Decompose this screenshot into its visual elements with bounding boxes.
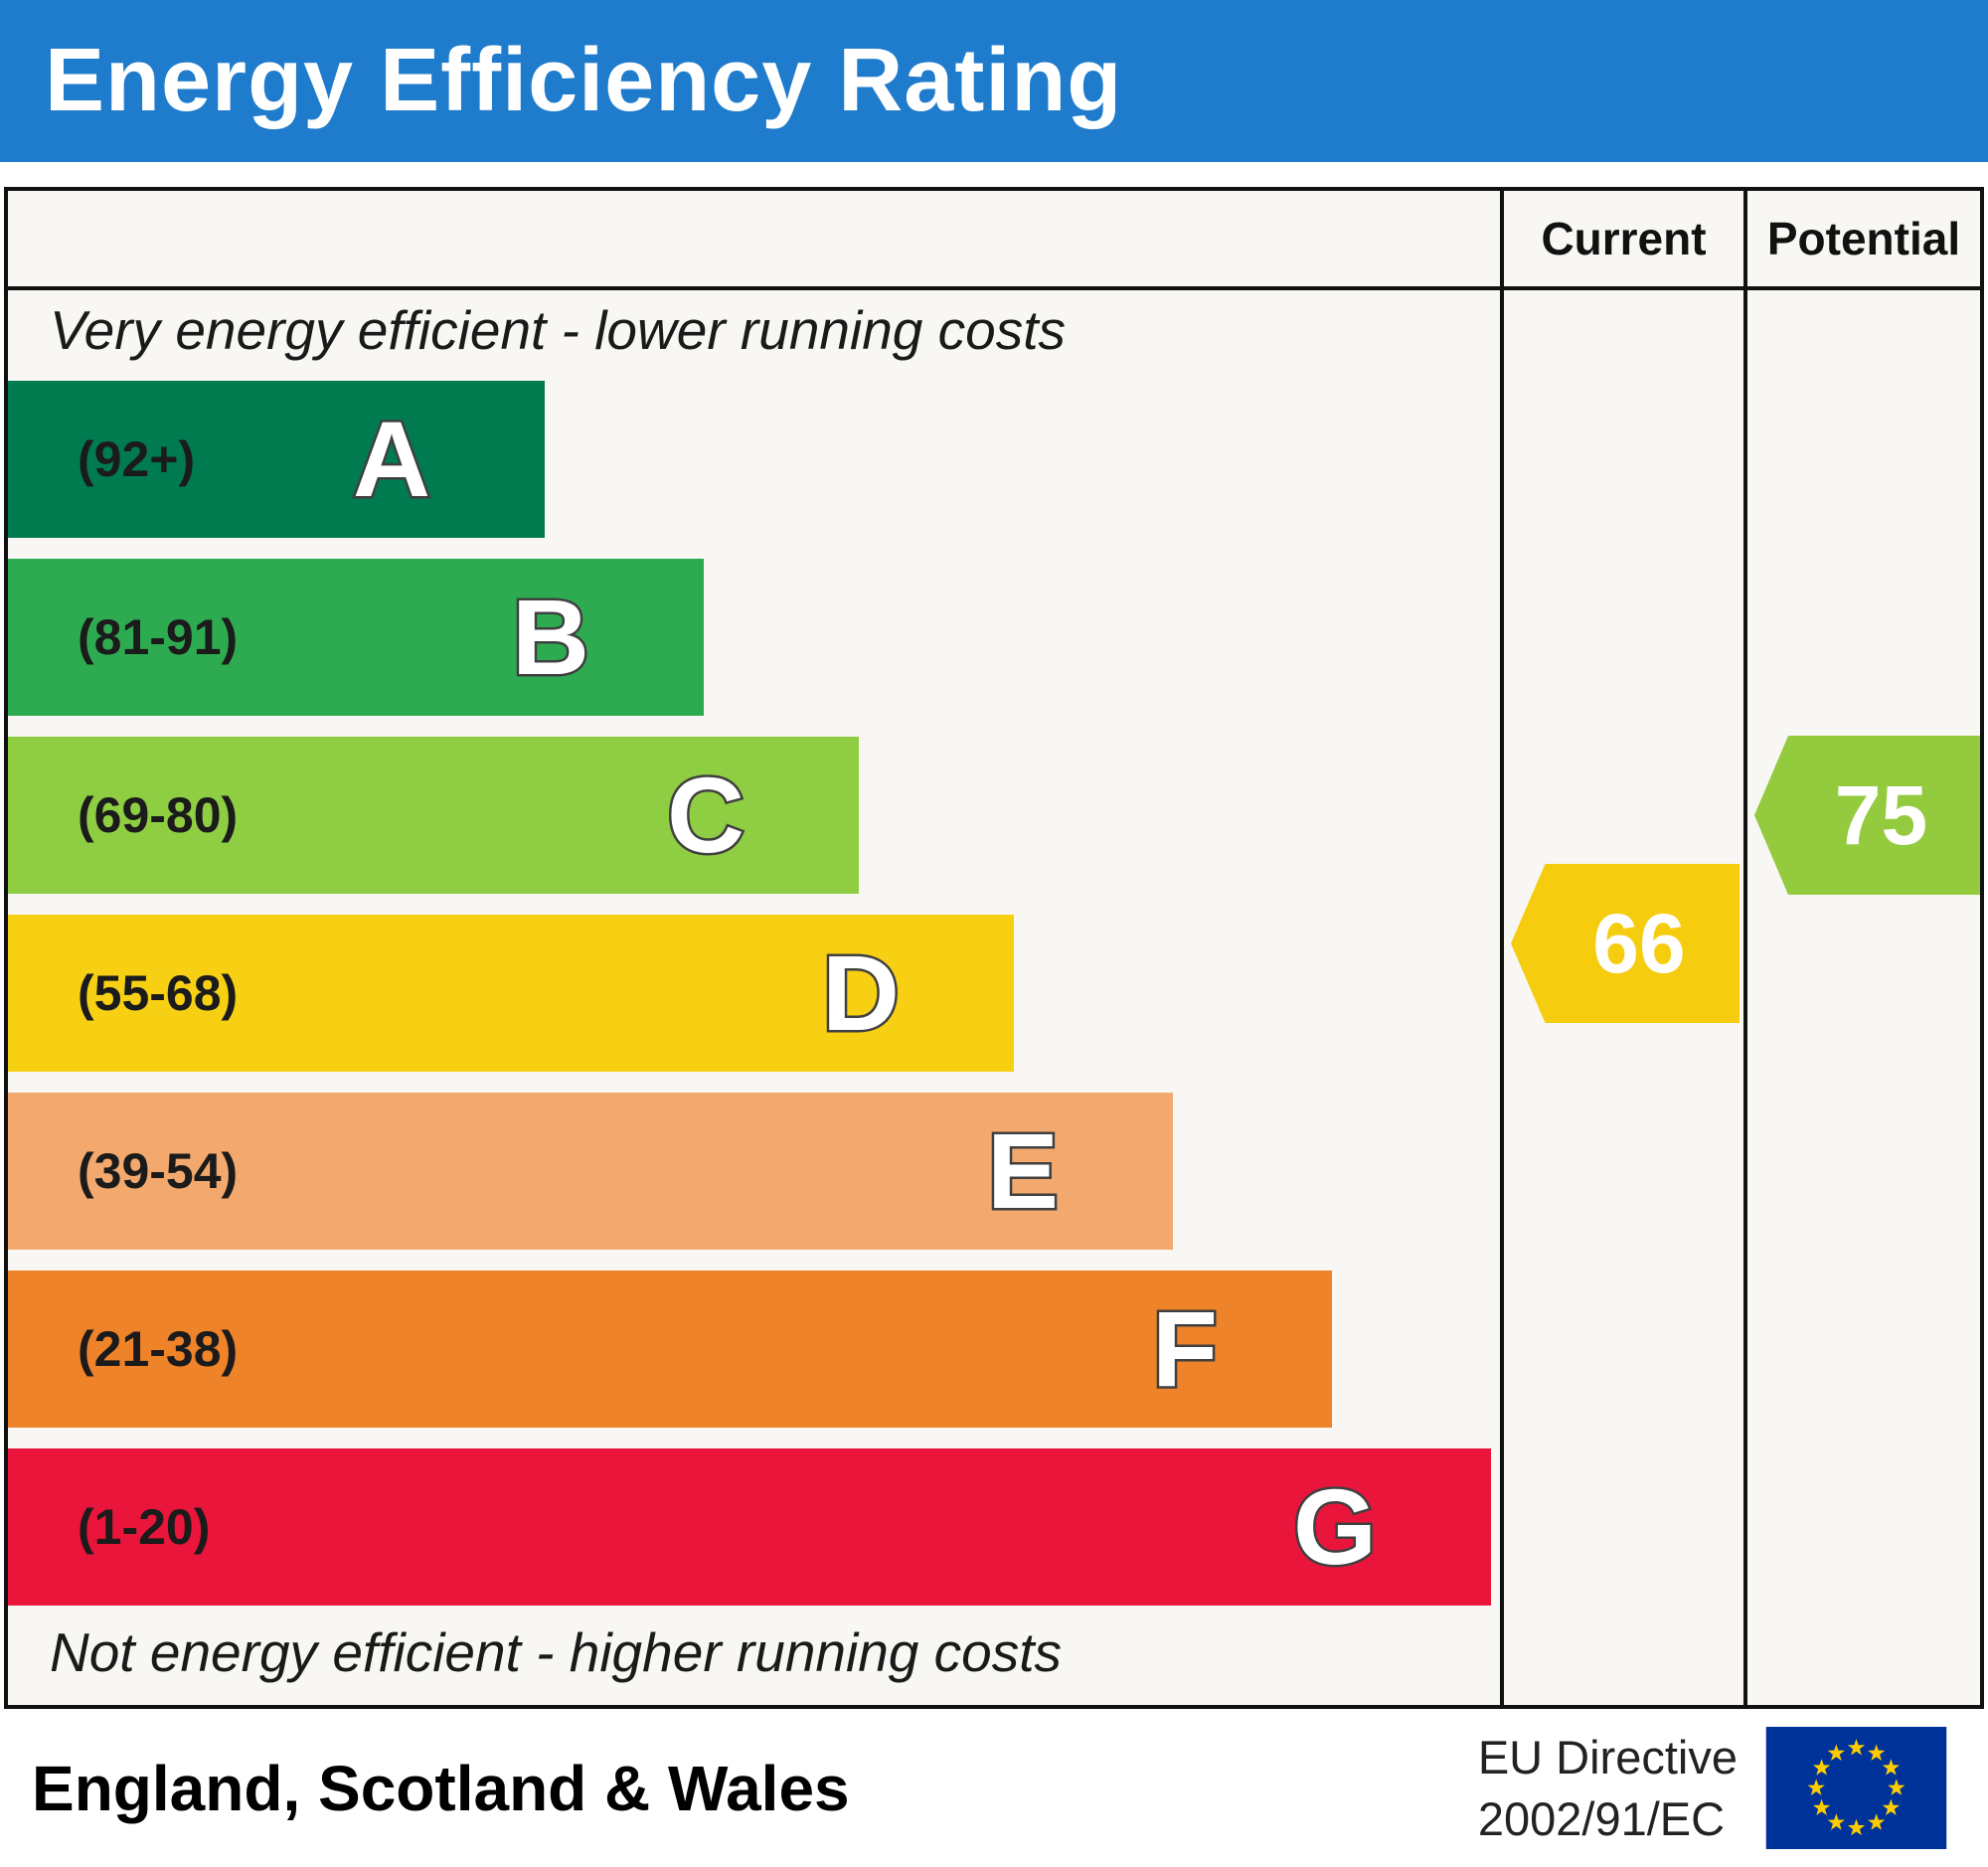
band-letter: G <box>1290 1466 1379 1587</box>
band-letter: D <box>820 933 903 1053</box>
header-divider-line <box>8 286 1980 290</box>
band-range-label: (1-20) <box>78 1499 211 1555</box>
band-letter: B <box>510 577 592 697</box>
bottom-note: Not energy efficient - higher running co… <box>50 1621 1063 1683</box>
region-label: England, Scotland & Wales <box>32 1752 850 1824</box>
band-letter: A <box>351 399 433 519</box>
eu-flag-icon <box>1765 1727 1947 1849</box>
band-range-label: (81-91) <box>78 609 239 665</box>
title-bar: Energy Efficiency Rating <box>0 0 1988 162</box>
potential-column-divider <box>1743 191 1747 1705</box>
page-title: Energy Efficiency Rating <box>45 31 1123 130</box>
band-range-label: (92+) <box>78 431 196 487</box>
current-rating-value: 66 <box>1592 896 1686 990</box>
band-letter: F <box>1150 1288 1221 1409</box>
band-letter: E <box>984 1110 1061 1231</box>
potential-rating-arrow: 75 <box>1754 736 1980 895</box>
current-rating-arrow: 66 <box>1511 864 1740 1023</box>
band-f: (21-38) F <box>8 1271 1332 1428</box>
band-a: (92+) A <box>8 381 545 538</box>
potential-rating-value: 75 <box>1834 767 1928 862</box>
rating-bands: (92+) A (81-91) B (69-80) C (55-68) D (39-54) E (2… <box>8 381 1500 1626</box>
top-note: Very energy efficient - lower running co… <box>50 299 1067 361</box>
band-range-label: (69-80) <box>78 787 239 843</box>
band-d: (55-68) D <box>8 915 1014 1072</box>
eu-directive-line2: 2002/91/EC <box>1477 1791 1726 1845</box>
band-g: (1-20) G <box>8 1448 1491 1606</box>
band-range-label: (21-38) <box>78 1321 239 1377</box>
band-letter: C <box>665 755 747 875</box>
band-range-label: (55-68) <box>78 965 239 1021</box>
current-column-divider <box>1500 191 1504 1705</box>
eu-directive-label: EU Directive 2002/91/EC <box>1478 1709 1738 1867</box>
band-range-label: (39-54) <box>78 1143 239 1199</box>
band-e: (39-54) E <box>8 1093 1173 1250</box>
current-column-header: Current <box>1541 213 1707 264</box>
band-c: (69-80) C <box>8 737 859 894</box>
eu-directive-line1: EU Directive <box>1477 1731 1738 1784</box>
potential-column-header: Potential <box>1766 213 1961 264</box>
rating-table: Current Potential Very energy efficient … <box>4 187 1984 1709</box>
band-b: (81-91) B <box>8 559 704 716</box>
footer: England, Scotland & Wales EU Directive 2… <box>0 1709 1988 1867</box>
